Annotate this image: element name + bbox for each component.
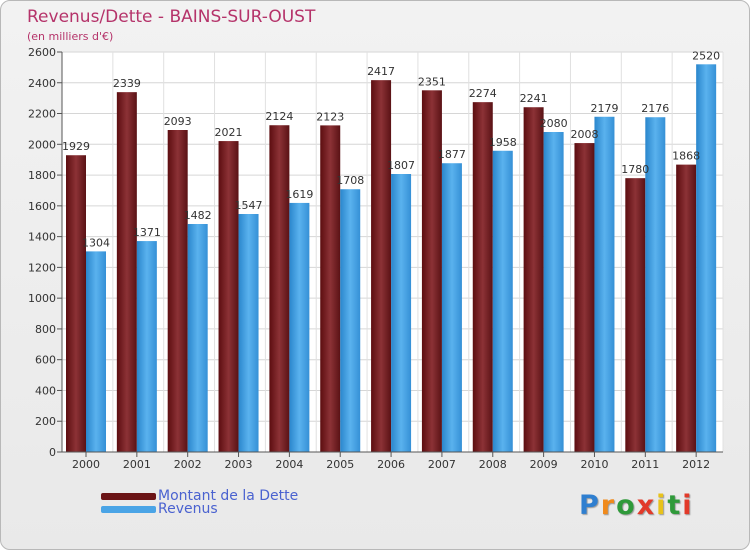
dette-bar (218, 141, 239, 453)
logo-letter: t (667, 490, 683, 521)
dette-bar (676, 164, 697, 452)
logo-letter: x (636, 490, 657, 521)
revenus-bar (594, 116, 615, 453)
logo-letter: i (656, 490, 668, 521)
revenus-bar (289, 202, 310, 452)
y-tick-label: 600 (35, 354, 56, 367)
revenus-bar (492, 150, 513, 452)
revenus-value-label: 1958 (489, 136, 517, 149)
revenus-value-label: 1877 (438, 148, 466, 161)
revenus-value-label: 1482 (184, 209, 212, 222)
revenus-value-label: 2176 (641, 102, 669, 115)
y-tick-label: 1000 (28, 292, 56, 305)
revenus-value-label: 1619 (285, 188, 313, 201)
dette-value-label: 1780 (621, 163, 649, 176)
revenus-value-label: 1547 (235, 199, 263, 212)
revenus-bar (238, 214, 259, 452)
y-tick-label: 200 (35, 415, 56, 428)
dette-bar (421, 90, 442, 453)
revenus-bar (340, 189, 361, 452)
revenus-bar (645, 117, 666, 452)
revenus-value-label: 2179 (590, 102, 618, 115)
x-tick-label: 2002 (174, 458, 202, 471)
y-tick-label: 800 (35, 323, 56, 336)
revenus-value-label: 1708 (336, 174, 364, 187)
revenus-bar (391, 174, 412, 452)
legend-swatch-revenus (101, 505, 156, 513)
x-tick-label: 2008 (479, 458, 507, 471)
dette-value-label: 2417 (367, 65, 395, 78)
revenus-value-label: 1371 (133, 226, 161, 239)
x-tick-label: 2010 (580, 458, 608, 471)
dette-value-label: 2274 (469, 87, 497, 100)
logo-letter: P (579, 490, 601, 521)
legend-item-revenus: Revenus (101, 501, 218, 517)
revenus-bar (136, 241, 157, 452)
dette-bar (167, 130, 188, 452)
legend-label-dette: Montant de la Dette (158, 488, 299, 504)
dette-value-label: 2093 (164, 115, 192, 128)
chart-title: Revenus/Dette - BAINS-SUR-OUST (27, 7, 316, 27)
y-tick-label: 400 (35, 384, 56, 397)
x-tick-label: 2003 (225, 458, 253, 471)
legend-label-revenus: Revenus (158, 501, 218, 517)
y-tick-label: 1400 (28, 231, 56, 244)
chart-subtitle: (en milliers d'€) (27, 30, 114, 43)
revenus-bar (187, 224, 208, 452)
x-tick-label: 2004 (275, 458, 303, 471)
dette-value-label: 2123 (316, 110, 344, 123)
legend-item-dette: Montant de la Dette (101, 488, 298, 504)
dette-bar (472, 102, 493, 453)
revenus-value-label: 1304 (82, 236, 110, 249)
revenus-bar (441, 163, 462, 452)
x-tick-label: 2012 (682, 458, 710, 471)
x-tick-label: 2001 (123, 458, 151, 471)
dette-value-label: 2008 (570, 128, 598, 141)
dette-value-label: 2021 (215, 126, 243, 139)
dette-bar (371, 80, 392, 453)
y-tick-label: 1200 (28, 261, 56, 274)
dette-value-label: 2339 (113, 77, 141, 90)
x-tick-label: 2005 (326, 458, 354, 471)
dette-bar (320, 125, 341, 452)
dette-bar (523, 107, 544, 452)
proxiti-logo: Proxiti (579, 490, 694, 521)
y-tick-label: 0 (49, 446, 56, 459)
logo-letter: r (600, 490, 617, 521)
logo-letter: i (682, 490, 694, 521)
dette-bar (66, 155, 86, 452)
y-tick-label: 1800 (28, 169, 56, 182)
legend-swatch-dette (101, 492, 156, 500)
dette-bar (116, 92, 137, 453)
dette-value-label: 1868 (672, 150, 700, 163)
dette-value-label: 2351 (418, 75, 446, 88)
revenus-bar (543, 132, 564, 452)
revenus-bar (86, 251, 106, 452)
revenus-value-label: 2080 (540, 117, 568, 130)
x-tick-label: 2011 (631, 458, 659, 471)
x-tick-label: 2000 (72, 458, 100, 471)
y-tick-label: 2400 (28, 77, 56, 90)
dette-bar (625, 178, 646, 452)
dette-value-label: 2124 (265, 110, 293, 123)
revenus-value-label: 2520 (692, 49, 720, 62)
dette-value-label: 1929 (62, 140, 90, 153)
x-tick-label: 2007 (428, 458, 456, 471)
y-tick-label: 1600 (28, 200, 56, 213)
dette-value-label: 2241 (520, 92, 548, 105)
revenus-bar (696, 64, 717, 453)
logo-letter: o (616, 490, 637, 521)
x-tick-label: 2006 (377, 458, 405, 471)
y-tick-label: 2000 (28, 138, 56, 151)
x-tick-label: 2009 (530, 458, 558, 471)
revenus-value-label: 1807 (387, 159, 415, 172)
dette-bar (574, 143, 595, 453)
dette-bar (269, 125, 290, 452)
y-tick-label: 2200 (28, 108, 56, 121)
y-tick-label: 2600 (28, 46, 56, 59)
